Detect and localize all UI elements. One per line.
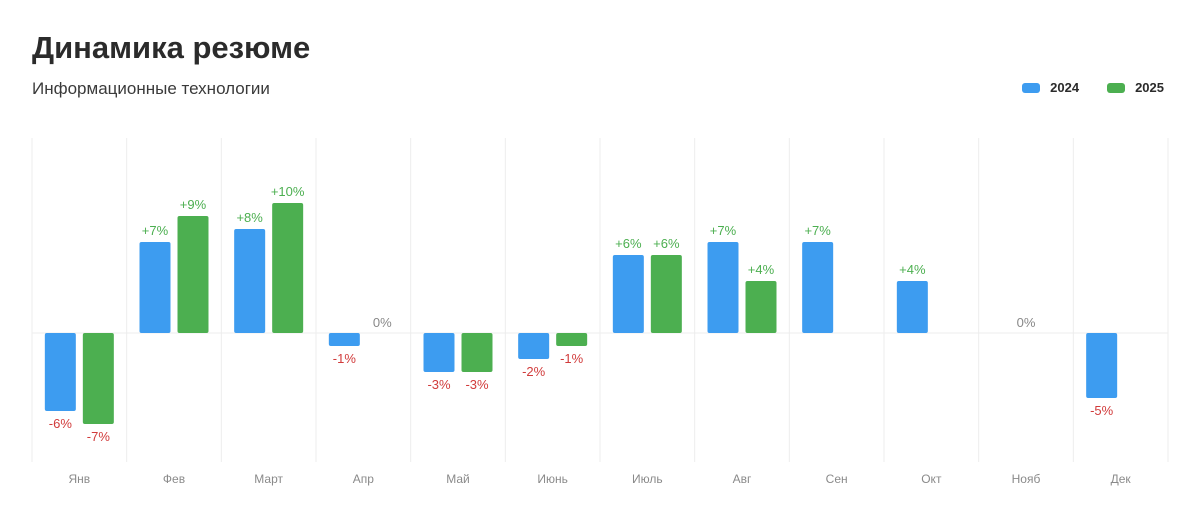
bar-2025 bbox=[650, 255, 682, 333]
x-tick-label: Авг bbox=[733, 472, 752, 486]
x-tick-label: Сен bbox=[826, 472, 848, 486]
x-tick-label: Июнь bbox=[537, 472, 568, 486]
data-label-2024: +6% bbox=[615, 236, 642, 251]
chart-subtitle: Информационные технологии bbox=[32, 79, 270, 98]
x-tick-label: Май bbox=[446, 472, 470, 486]
legend-item-2025[interactable]: 2025 bbox=[1107, 80, 1164, 95]
legend: 2024 2025 bbox=[1022, 80, 1164, 95]
x-tick-label: Дек bbox=[1111, 472, 1132, 486]
data-label-2025: +6% bbox=[653, 236, 680, 251]
bar-2024 bbox=[707, 242, 739, 333]
data-label-2025: +10% bbox=[271, 184, 305, 199]
x-tick-label: Июль bbox=[632, 472, 663, 486]
bar-2024 bbox=[612, 255, 644, 333]
bar-2025 bbox=[556, 333, 588, 346]
bar-2024 bbox=[423, 333, 455, 372]
legend-label-2025: 2025 bbox=[1135, 80, 1164, 95]
data-label-2024: +8% bbox=[236, 210, 263, 225]
bar-2024 bbox=[802, 242, 834, 333]
bar-2025 bbox=[745, 281, 777, 333]
bar-2025 bbox=[177, 216, 209, 333]
bar-2024 bbox=[328, 333, 360, 346]
data-label-2024: -5% bbox=[1090, 403, 1114, 418]
legend-label-2024: 2024 bbox=[1050, 80, 1080, 95]
bar-2025 bbox=[82, 333, 114, 424]
x-tick-label: Нояб bbox=[1012, 472, 1041, 486]
data-label-2024: +7% bbox=[142, 223, 169, 238]
x-tick-label: Окт bbox=[921, 472, 942, 486]
x-tick-label: Апр bbox=[353, 472, 375, 486]
x-tick-label: Март bbox=[254, 472, 283, 486]
legend-swatch-2025 bbox=[1107, 82, 1126, 93]
bar-2024 bbox=[44, 333, 76, 411]
data-label-2024: -2% bbox=[522, 364, 546, 379]
bar-2024 bbox=[139, 242, 171, 333]
x-tick-label: Янв bbox=[68, 472, 90, 486]
data-label-2024: -1% bbox=[333, 351, 357, 366]
bar-2024 bbox=[518, 333, 550, 359]
data-label-2024: +7% bbox=[710, 223, 737, 238]
data-label-2024: +4% bbox=[899, 262, 926, 277]
bar-2024 bbox=[1086, 333, 1118, 398]
x-tick-label: Фев bbox=[163, 472, 185, 486]
data-label-2025: -1% bbox=[560, 351, 584, 366]
legend-item-2024[interactable]: 2024 bbox=[1022, 80, 1079, 95]
bar-2025 bbox=[461, 333, 493, 372]
data-label-2024: -3% bbox=[427, 377, 451, 392]
bar-2024 bbox=[234, 229, 266, 333]
bar-2025 bbox=[272, 203, 304, 333]
data-label-2025: +4% bbox=[748, 262, 775, 277]
legend-swatch-2024 bbox=[1022, 82, 1041, 93]
bar-2024 bbox=[896, 281, 928, 333]
data-label-2024: -6% bbox=[49, 416, 73, 431]
chart-title: Динамика резюме bbox=[32, 30, 311, 65]
data-label-zero: 0% bbox=[373, 315, 392, 330]
data-label-2025: -7% bbox=[87, 429, 111, 444]
data-label-zero: 0% bbox=[1017, 315, 1036, 330]
data-label-2024: +7% bbox=[804, 223, 831, 238]
data-label-2025: +9% bbox=[180, 197, 207, 212]
data-label-2025: -3% bbox=[465, 377, 489, 392]
